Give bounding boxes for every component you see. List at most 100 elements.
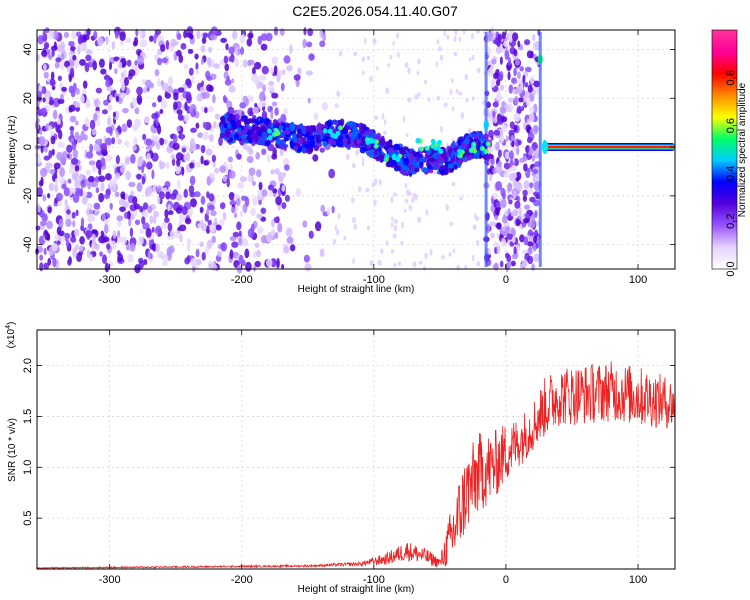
noise-blob: [193, 191, 201, 198]
noise-blob: [314, 221, 322, 232]
noise-blob: [117, 138, 122, 145]
band-blob: [513, 189, 517, 200]
noise-blob: [80, 217, 85, 227]
noise-blob: [273, 216, 280, 224]
noise-blob: [274, 232, 279, 240]
band-blob: [492, 193, 498, 200]
noise-blob: [285, 227, 293, 238]
band-blob: [525, 98, 531, 107]
noise-blob: [328, 168, 336, 179]
trace-blob: [346, 121, 354, 126]
trace-blob: [312, 125, 317, 133]
noise-blob: [82, 88, 87, 95]
trace-bright-blob: [415, 138, 421, 144]
noise-blob: [181, 206, 188, 216]
noise-blob: [381, 112, 385, 120]
trace-bright-blob: [365, 139, 371, 145]
noise-blob: [42, 97, 46, 103]
noise-blob: [260, 33, 268, 41]
band-blob: [492, 101, 499, 108]
noise-blob: [87, 183, 91, 190]
noise-blob: [468, 57, 472, 62]
band-blob: [511, 77, 517, 84]
noise-blob: [67, 178, 72, 184]
noise-blob: [62, 150, 68, 158]
noise-blob: [273, 65, 278, 75]
noise-blob: [207, 105, 215, 113]
noise-blob: [59, 93, 64, 100]
noise-blob: [319, 29, 324, 39]
band-blob: [507, 97, 514, 103]
noise-blob: [202, 83, 207, 90]
band-blob: [512, 88, 517, 95]
noise-blob: [400, 221, 405, 229]
noise-blob: [87, 215, 93, 223]
noise-blob: [476, 68, 481, 74]
trace-blob: [292, 145, 299, 151]
noise-blob: [142, 202, 149, 210]
noise-blob: [167, 204, 171, 210]
noise-blob: [116, 215, 124, 222]
noise-blob: [261, 65, 269, 75]
noise-blob: [345, 153, 350, 161]
band-blob: [523, 163, 528, 172]
noise-blob: [199, 206, 204, 214]
trace-bright-blob: [457, 148, 462, 154]
trace-blob: [478, 133, 485, 139]
noise-blob: [382, 130, 387, 136]
band-blob: [493, 129, 501, 136]
noise-blob: [40, 144, 44, 154]
noise-blob: [206, 239, 213, 249]
noise-blob: [270, 228, 276, 236]
band-blob: [506, 233, 514, 240]
noise-blob: [158, 191, 165, 200]
colorbar-tick-label: 0.2: [725, 214, 737, 229]
noise-blob: [43, 262, 49, 270]
noise-blob: [170, 153, 176, 160]
band-blob: [487, 153, 494, 160]
trace-blob: [483, 133, 489, 142]
band-blob: [496, 245, 501, 255]
noise-blob: [271, 153, 278, 160]
noise-blob: [165, 161, 170, 170]
noise-blob: [459, 196, 463, 201]
noise-blob: [119, 206, 126, 212]
noise-blob: [213, 121, 217, 129]
noise-blob: [246, 38, 253, 47]
noise-blob: [321, 102, 329, 111]
noise-blob: [451, 106, 455, 112]
spectrogram-noise-cloud: [34, 26, 488, 274]
snr-x-tick-label: -100: [363, 574, 385, 586]
noise-blob: [208, 134, 214, 142]
noise-blob: [38, 180, 44, 187]
noise-blob: [308, 230, 314, 239]
noise-blob: [162, 187, 168, 194]
noise-blob: [76, 252, 83, 262]
trace-bright-blob: [391, 153, 397, 159]
noise-blob: [222, 95, 227, 103]
trace-blob: [231, 130, 236, 135]
noise-blob: [465, 98, 469, 103]
band-blob: [491, 58, 497, 65]
noise-blob: [189, 175, 196, 186]
noise-blob: [213, 63, 220, 69]
noise-blob: [200, 222, 207, 232]
noise-blob: [165, 191, 171, 200]
noise-blob: [320, 204, 326, 213]
noise-blob: [195, 122, 200, 129]
noise-blob: [352, 257, 356, 265]
noise-blob: [103, 193, 111, 200]
noise-blob: [451, 182, 456, 187]
noise-blob: [100, 182, 105, 192]
band-blob: [508, 150, 514, 160]
noise-blob: [202, 121, 207, 129]
noise-blob: [283, 55, 291, 64]
noise-blob: [42, 87, 46, 94]
noise-blob: [58, 230, 65, 237]
band-blob: [533, 235, 538, 243]
tone-line-start: [541, 140, 548, 155]
noise-blob: [276, 74, 281, 83]
band-blob: [532, 168, 538, 175]
trace-bright-blob: [395, 156, 401, 163]
